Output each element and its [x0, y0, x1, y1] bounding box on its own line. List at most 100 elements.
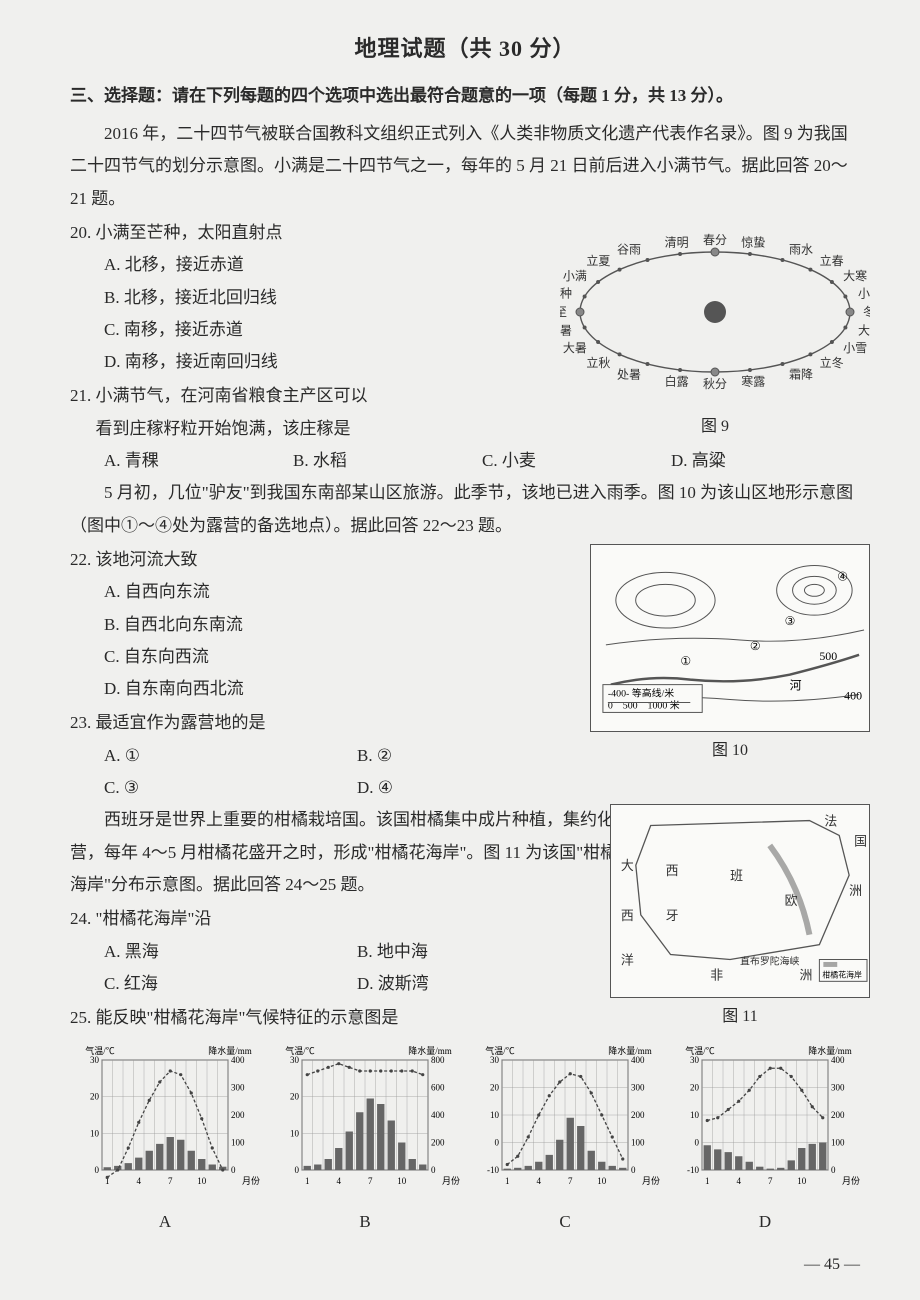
svg-text:10: 10	[490, 1110, 500, 1120]
page-title: 地理试题（共 30 分）	[70, 28, 860, 70]
svg-text:月份: 月份	[842, 1175, 860, 1186]
svg-text:20: 20	[690, 1083, 700, 1093]
svg-text:1: 1	[305, 1176, 310, 1186]
svg-text:0: 0	[831, 1165, 836, 1175]
svg-text:600: 600	[431, 1083, 445, 1093]
svg-text:非: 非	[710, 969, 723, 983]
svg-text:0: 0	[295, 1165, 300, 1175]
svg-text:惊蛰: 惊蛰	[741, 234, 765, 249]
svg-text:大雪: 大雪	[858, 324, 870, 338]
svg-text:300: 300	[231, 1083, 245, 1093]
svg-text:0: 0	[695, 1138, 700, 1148]
svg-text:国: 国	[854, 835, 867, 849]
svg-text:寒露: 寒露	[741, 374, 765, 389]
svg-text:西: 西	[666, 864, 679, 878]
svg-text:400: 400	[831, 1055, 845, 1065]
q23-opt-d: D. ④	[357, 772, 610, 804]
svg-text:400: 400	[844, 688, 862, 702]
svg-text:立冬: 立冬	[820, 355, 844, 370]
svg-text:直布罗陀海峡: 直布罗陀海峡	[740, 955, 800, 968]
svg-text:10: 10	[690, 1110, 700, 1120]
svg-text:300: 300	[831, 1083, 845, 1093]
svg-text:谷雨: 谷雨	[617, 243, 641, 257]
svg-text:0: 0	[95, 1165, 100, 1175]
svg-text:大: 大	[621, 860, 634, 874]
q22-opt-b: B. 自西北向东南流	[104, 609, 610, 641]
svg-text:秋分: 秋分	[703, 377, 727, 391]
q22-opt-d: D. 自东南向西北流	[104, 673, 610, 705]
svg-text:大暑: 大暑	[563, 341, 587, 355]
svg-text:10: 10	[197, 1176, 207, 1186]
svg-text:0 500 1000 米: 0 500 1000 米	[608, 698, 680, 711]
svg-text:降水量/mm: 降水量/mm	[808, 1045, 852, 1056]
contour-label: -400- 等高线/米	[608, 686, 674, 699]
chart-a: 0102030010020030040014710月份气温/℃降水量/mmA	[70, 1042, 260, 1238]
q20-opt-d: D. 南移，接近南回归线	[104, 346, 550, 378]
q24-opt-c: C. 红海	[104, 968, 357, 1000]
svg-text:7: 7	[368, 1176, 373, 1186]
svg-text:0: 0	[231, 1165, 236, 1175]
chart-b: 0102030020040060080014710月份气温/℃降水量/mmB	[270, 1042, 460, 1238]
svg-text:降水量/mm: 降水量/mm	[608, 1045, 652, 1056]
svg-text:30: 30	[290, 1055, 300, 1065]
svg-text:30: 30	[90, 1055, 100, 1065]
figure-10-caption: 图 10	[590, 736, 870, 766]
q24-opt-b: B. 地中海	[357, 936, 610, 968]
svg-text:白露: 白露	[665, 374, 689, 389]
svg-text:河: 河	[790, 679, 802, 693]
q21-opt-c: C. 小麦	[482, 445, 671, 477]
svg-text:气温/℃: 气温/℃	[685, 1045, 715, 1056]
figure-9: 春分惊蛰雨水立春大寒小寒冬至大雪小雪立冬霜降寒露秋分白露处暑立秋大暑小暑夏至芒种…	[560, 217, 870, 443]
q20-opt-a: A. 北移，接近赤道	[104, 249, 550, 281]
svg-text:200: 200	[231, 1110, 245, 1120]
svg-text:柑橘花海岸: 柑橘花海岸	[822, 970, 862, 980]
svg-text:霜降: 霜降	[789, 367, 813, 381]
q23-opt-a: A. ①	[104, 740, 357, 772]
svg-text:1: 1	[705, 1176, 710, 1186]
svg-text:立夏: 立夏	[586, 253, 610, 268]
svg-text:4: 4	[137, 1176, 142, 1186]
page-number: — 45 —	[804, 1250, 860, 1280]
svg-text:牙: 牙	[666, 909, 679, 923]
q21-opt-b: B. 水稻	[293, 445, 482, 477]
svg-text:400: 400	[231, 1055, 245, 1065]
svg-text:处暑: 处暑	[617, 367, 641, 381]
svg-text:7: 7	[168, 1176, 173, 1186]
svg-text:洲: 洲	[849, 884, 862, 898]
svg-text:-10: -10	[687, 1165, 699, 1175]
figure-10: 500 400 河 ① ② ③ ④ -400- 等高线/米 0 500 1000…	[590, 544, 870, 767]
svg-text:立春: 立春	[820, 253, 844, 268]
svg-text:100: 100	[231, 1138, 245, 1148]
intro-1: 2016 年，二十四节气被联合国教科文组织正式列入《人类非物质文化遗产代表作名录…	[70, 118, 860, 215]
svg-text:10: 10	[797, 1176, 807, 1186]
figure-11: 法 国 大 西 西 班 牙 欧 洲 洋 非 洲 直布罗陀海峡 柑橘花海岸	[610, 804, 870, 1032]
svg-text:气温/℃: 气温/℃	[285, 1045, 315, 1056]
svg-text:②: ②	[750, 639, 761, 653]
q24-opt-a: A. 黑海	[104, 936, 357, 968]
svg-text:①: ①	[680, 654, 691, 668]
svg-text:气温/℃: 气温/℃	[485, 1045, 515, 1056]
q21-opt-a: A. 青稞	[104, 445, 293, 477]
svg-text:20: 20	[290, 1092, 300, 1102]
svg-text:-10: -10	[487, 1165, 499, 1175]
svg-text:300: 300	[631, 1083, 645, 1093]
figure-9-caption: 图 9	[560, 412, 870, 442]
q20-opt-b: B. 北移，接近北回归线	[104, 282, 550, 314]
svg-text:小雪: 小雪	[843, 341, 867, 355]
svg-text:降水量/mm: 降水量/mm	[408, 1045, 452, 1056]
svg-text:100: 100	[631, 1138, 645, 1148]
intro-2: 5 月初，几位"驴友"到我国东南部某山区旅游。此季节，该地已进入雨季。图 10 …	[70, 477, 860, 542]
chart-d: -100102030010020030040014710月份气温/℃降水量/mm…	[670, 1042, 860, 1238]
svg-text:西: 西	[621, 909, 634, 923]
q21-opt-d: D. 高粱	[671, 445, 860, 477]
chart-c: -100102030010020030040014710月份气温/℃降水量/mm…	[470, 1042, 660, 1238]
svg-text:400: 400	[631, 1055, 645, 1065]
svg-text:春分: 春分	[703, 233, 727, 247]
svg-text:小寒: 小寒	[858, 285, 870, 300]
svg-text:30: 30	[490, 1055, 500, 1065]
svg-text:欧: 欧	[785, 894, 798, 908]
q22-opt-c: C. 自东向西流	[104, 641, 610, 673]
svg-text:班: 班	[730, 869, 743, 883]
svg-text:大寒: 大寒	[843, 268, 867, 283]
q22-opt-a: A. 自西向东流	[104, 576, 610, 608]
